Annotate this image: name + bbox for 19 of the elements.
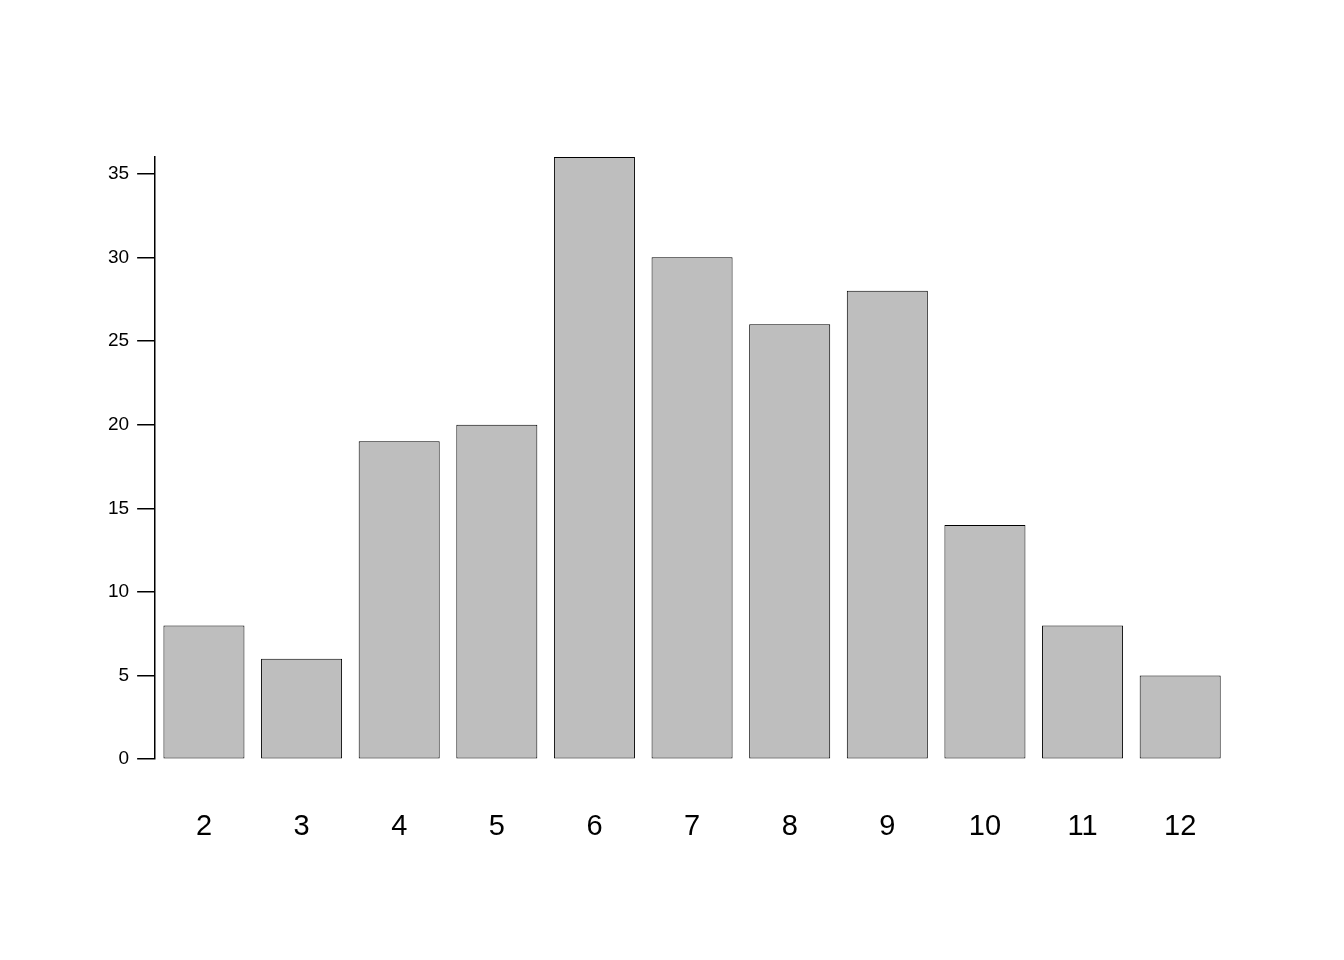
y-tick-label: 15 bbox=[107, 496, 130, 518]
x-tick-label: 12 bbox=[1164, 808, 1197, 841]
x-tick-label: 8 bbox=[781, 808, 798, 841]
y-tick-label: 5 bbox=[118, 663, 130, 685]
x-tick-label: 3 bbox=[293, 808, 310, 841]
x-tick-label: 7 bbox=[684, 808, 701, 841]
y-tick-label: 30 bbox=[107, 245, 130, 267]
y-tick-label: 10 bbox=[107, 580, 130, 602]
y-tick-label: 35 bbox=[107, 161, 130, 183]
x-tick-label: 9 bbox=[879, 808, 896, 841]
y-tick-label: 0 bbox=[118, 747, 130, 769]
x-tick-label: 5 bbox=[488, 808, 505, 841]
y-tick-label: 25 bbox=[107, 329, 130, 351]
x-tick-label: 10 bbox=[968, 808, 1002, 841]
y-tick-label: 20 bbox=[107, 412, 130, 434]
x-tick-label: 6 bbox=[586, 808, 603, 841]
x-tick-label: 4 bbox=[391, 808, 408, 841]
x-tick-label: 2 bbox=[195, 808, 213, 841]
x-tick-label: 11 bbox=[1067, 808, 1098, 841]
